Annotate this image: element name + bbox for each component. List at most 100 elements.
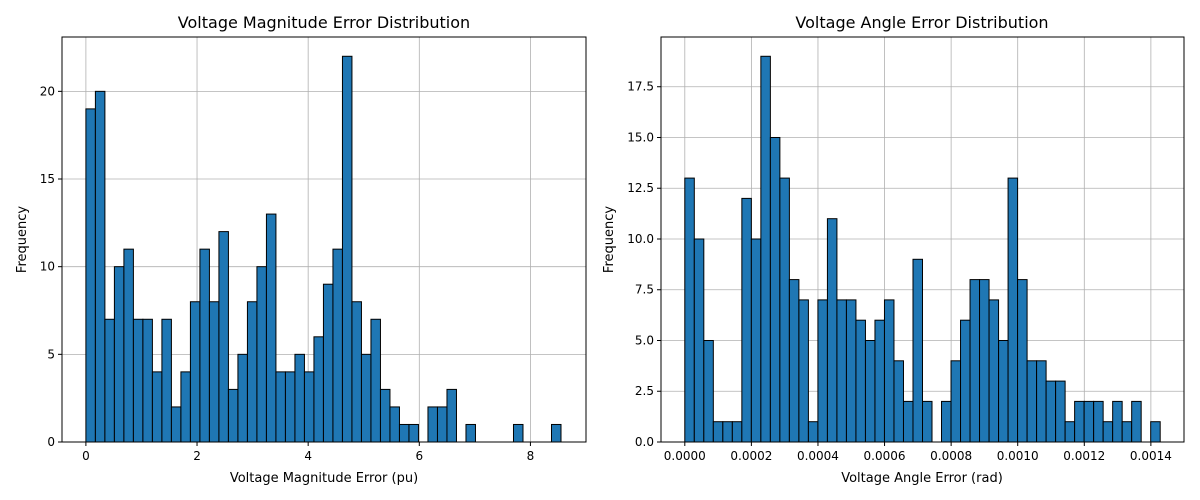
histogram-bar — [969, 279, 981, 443]
histogram-bar — [408, 423, 419, 443]
histogram-bar — [284, 371, 296, 443]
histogram-bars — [684, 55, 1161, 443]
histogram-bar — [693, 238, 705, 443]
y-tick-label: 2.5 — [635, 384, 654, 398]
histogram-bar — [1045, 380, 1057, 443]
histogram-bar — [722, 421, 733, 443]
chart-title: Voltage Magnitude Error Distribution — [178, 13, 470, 32]
histogram-bar — [512, 423, 524, 443]
histogram-bar — [85, 108, 96, 443]
y-tick-label: 12.5 — [627, 181, 654, 195]
histogram-bar — [370, 318, 381, 443]
histogram-bar — [883, 299, 895, 443]
histogram-bar — [1112, 400, 1123, 443]
histogram-bar — [246, 301, 258, 443]
histogram-bar — [398, 423, 410, 443]
y-tick-label: 0.0 — [635, 435, 654, 449]
plot-frame — [61, 36, 587, 443]
histogram-bar — [170, 406, 182, 443]
histogram-bar — [798, 299, 809, 443]
histogram-bar — [132, 318, 144, 443]
histogram-bar — [855, 319, 866, 443]
y-tick-label: 7.5 — [635, 283, 654, 297]
histogram-bars — [85, 55, 562, 443]
histogram-bar — [998, 339, 1009, 443]
histogram-bar — [741, 197, 752, 443]
histogram-bar — [351, 301, 362, 443]
x-tick-label: 4 — [304, 449, 312, 463]
magnitude-error-histogram: Voltage Magnitude Error Distribution 0 2 4… — [15, 13, 587, 486]
x-axis-ticks: 0.0000 0.0002 0.0004 0.0006 0.0008 0.0010 0.00… — [664, 442, 1172, 463]
x-axis-ticks: 0 2 4 6 8 — [82, 442, 534, 463]
histogram-bar — [874, 319, 885, 443]
histogram-bar — [826, 218, 838, 443]
histogram-bar — [1074, 400, 1085, 443]
histogram-bar — [902, 400, 914, 443]
x-tick-label: 0 — [82, 449, 90, 463]
histogram-bar — [360, 353, 372, 443]
histogram-bar — [979, 279, 990, 443]
histogram-bar — [1064, 421, 1076, 443]
x-axis-label: Voltage Angle Error (rad) — [841, 471, 1003, 486]
histogram-bar — [1036, 360, 1047, 443]
histogram-bar — [341, 55, 353, 443]
histogram-bar — [303, 371, 315, 443]
histogram-bar — [199, 248, 210, 443]
histogram-bar — [427, 406, 438, 443]
histogram-bar — [189, 301, 201, 443]
histogram-bar — [988, 299, 1000, 443]
histogram-bar — [265, 213, 277, 443]
x-tick-label: 0.0008 — [930, 449, 972, 463]
histogram-bar — [256, 266, 267, 443]
y-tick-label: 17.5 — [627, 80, 654, 94]
y-tick-label: 5.0 — [635, 333, 654, 347]
chart-title: Voltage Angle Error Distribution — [795, 13, 1048, 32]
x-tick-label: 2 — [193, 449, 201, 463]
histogram-bar — [864, 339, 876, 443]
x-tick-label: 8 — [527, 449, 535, 463]
histogram-bar — [294, 353, 305, 443]
histogram-bar — [1121, 421, 1133, 443]
y-axis-ticks: 0 5 10 15 20 — [40, 84, 62, 449]
histogram-bar — [151, 371, 163, 443]
histogram-bar — [684, 177, 695, 443]
histogram-bar — [950, 360, 962, 443]
histogram-bar — [218, 231, 229, 443]
histogram-bar — [893, 360, 904, 443]
histogram-bar — [208, 301, 220, 443]
histogram-bar — [1131, 400, 1142, 443]
x-axis-label: Voltage Magnitude Error (pu) — [230, 471, 418, 486]
x-tick-label: 0.0014 — [1130, 449, 1172, 463]
x-tick-label: 0.0006 — [864, 449, 906, 463]
histogram-bar — [332, 248, 343, 443]
histogram-bar — [1017, 279, 1028, 443]
histogram-bar — [113, 266, 125, 443]
histogram-bar — [779, 177, 790, 443]
histogram-bar — [465, 423, 476, 443]
histogram-bar — [1083, 400, 1095, 443]
y-tick-label: 15.0 — [627, 130, 654, 144]
y-tick-label: 10 — [40, 260, 55, 274]
angle-error-histogram: Voltage Angle Error Distribution 0.0000 0… — [602, 13, 1185, 486]
histogram-bar — [845, 299, 857, 443]
histogram-bar — [836, 299, 847, 443]
histogram-bar — [769, 136, 781, 443]
histogram-bar — [807, 421, 819, 443]
histogram-bar — [912, 258, 924, 443]
y-axis-label: Frequency — [15, 206, 30, 273]
x-tick-label: 0.0010 — [997, 449, 1039, 463]
y-axis-ticks: 0.0 2.5 5.0 7.5 10.0 12.5 15.0 17.5 — [627, 80, 661, 449]
histogram-bar — [817, 299, 828, 443]
histogram-bar — [379, 388, 391, 443]
y-tick-label: 20 — [40, 84, 55, 98]
histogram-bar — [788, 279, 800, 443]
y-tick-label: 0 — [47, 435, 55, 449]
histogram-bar — [389, 406, 400, 443]
histogram-bar — [436, 406, 448, 443]
histogram-bar — [161, 318, 172, 443]
histogram-bar — [703, 339, 714, 443]
histogram-bar — [1093, 400, 1104, 443]
histogram-bar — [550, 423, 562, 443]
x-tick-label: 0.0004 — [797, 449, 839, 463]
